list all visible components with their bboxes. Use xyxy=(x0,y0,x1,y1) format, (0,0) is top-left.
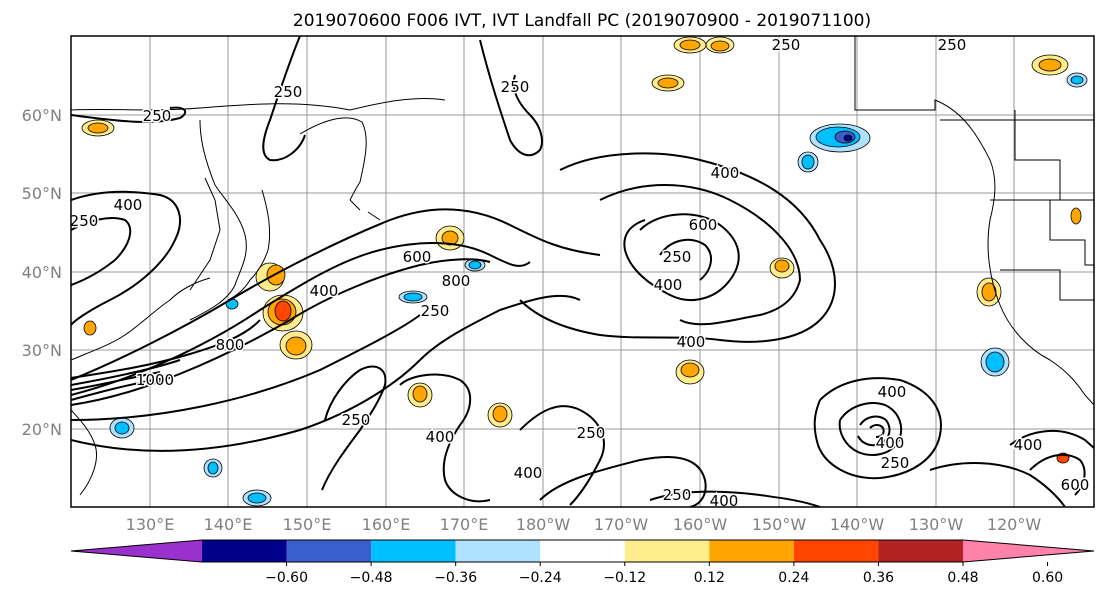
colorbar-tick-label: −0.12 xyxy=(603,570,646,586)
lon-label: 160°W xyxy=(673,515,728,534)
colorbar-tick-label: 0.12 xyxy=(694,570,725,586)
latitude-labels: 60°N 50°N 40°N 30°N 20°N xyxy=(22,106,62,439)
contour-label: 400 xyxy=(711,164,740,182)
contour-label: 400 xyxy=(878,383,907,401)
lon-label: 150°W xyxy=(752,515,807,534)
colorbar-tick-label: −0.48 xyxy=(350,570,393,586)
colorbar-tick-label: 0.60 xyxy=(1032,570,1063,586)
colorbar-segment xyxy=(878,540,963,562)
contour-label: 250 xyxy=(663,248,692,266)
colorbar-segment xyxy=(202,540,287,562)
map-panel: 250 250 250 250 250 250 250 250 250 250 … xyxy=(70,35,1095,510)
lat-label: 50°N xyxy=(22,184,62,203)
lon-label: 170°W xyxy=(594,515,649,534)
colorbar-segment xyxy=(455,540,541,562)
colorbar-segment xyxy=(371,540,456,562)
lat-label: 60°N xyxy=(22,106,62,125)
contour-label: 400 xyxy=(710,492,739,510)
colorbar-segment xyxy=(793,540,879,562)
contour-label: 250 xyxy=(274,83,303,101)
contour-label: 250 xyxy=(577,424,606,442)
contour-label: 250 xyxy=(501,78,530,96)
colorbar-tick-label: −0.60 xyxy=(265,570,308,586)
lon-label: 180°W xyxy=(516,515,571,534)
lon-label: 130°W xyxy=(909,515,964,534)
figure-title: 2019070600 F006 IVT, IVT Landfall PC (20… xyxy=(293,11,871,31)
colorbar-segment xyxy=(624,540,710,562)
contour-label: 400 xyxy=(310,282,339,300)
contour-label: 250 xyxy=(421,302,450,320)
colorbar-segment xyxy=(709,540,794,562)
contour-label: 800 xyxy=(216,336,245,354)
contour-label: 400 xyxy=(114,196,143,214)
contour-label: 400 xyxy=(514,464,543,482)
lon-label: 150°E xyxy=(283,515,332,534)
contour-label: 250 xyxy=(663,486,692,504)
contour-label: 800 xyxy=(442,272,471,290)
colorbar-ticks: −0.60 −0.48 −0.36 −0.24 −0.12 0.12 0.24 0.36 0.4… xyxy=(265,562,1063,586)
lon-label: 120°W xyxy=(987,515,1042,534)
colorbar-segment xyxy=(540,540,625,562)
colorbar-tick-label: 0.48 xyxy=(947,570,978,586)
contour-label: 600 xyxy=(403,248,432,266)
colorbar-tick-label: 0.24 xyxy=(778,570,809,586)
ivt-contour-labels: 250 250 250 250 250 250 250 250 250 250 … xyxy=(70,36,1091,510)
colorbar-extend-low xyxy=(71,540,202,562)
contour-label: 1000 xyxy=(136,371,174,389)
colorbar: −0.60 −0.48 −0.36 −0.24 −0.12 0.12 0.24 0.36 0.4… xyxy=(70,539,1095,586)
contour-label: 250 xyxy=(772,36,801,54)
contour-label: 250 xyxy=(342,411,371,429)
contour-label: 400 xyxy=(1014,436,1043,454)
contour-label: 400 xyxy=(654,276,683,294)
contour-label: 400 xyxy=(677,333,706,351)
contour-label: 400 xyxy=(426,428,455,446)
contour-label: 600 xyxy=(689,216,718,234)
colorbar-tick-label: 0.36 xyxy=(863,570,894,586)
contour-label: 250 xyxy=(938,36,967,54)
contour-label: 400 xyxy=(876,434,905,452)
lat-label: 20°N xyxy=(22,420,62,439)
ivt-contours xyxy=(71,36,1094,507)
negative-pc-patches xyxy=(109,72,1088,507)
contour-label: 250 xyxy=(881,454,910,472)
lon-label: 140°W xyxy=(830,515,885,534)
lat-label: 30°N xyxy=(22,341,62,360)
colorbar-tick-label: −0.36 xyxy=(434,570,477,586)
colorbar-tick-label: −0.24 xyxy=(519,570,562,586)
lat-label: 40°N xyxy=(22,263,62,282)
colorbar-segment xyxy=(286,540,372,562)
graticule xyxy=(71,36,1094,507)
longitude-labels: 130°E 140°E 150°E 160°E 170°E 180°W 170°… xyxy=(126,515,1042,534)
contour-label: 250 xyxy=(70,212,99,230)
lon-label: 170°E xyxy=(440,515,489,534)
colorbar-outline xyxy=(70,539,1095,563)
colorbar-segments xyxy=(70,539,1095,563)
map-frame xyxy=(70,35,1095,508)
contour-label: 250 xyxy=(143,107,172,125)
lon-label: 140°E xyxy=(204,515,253,534)
colorbar-extend-high xyxy=(963,540,1094,562)
lon-label: 160°E xyxy=(362,515,411,534)
contour-label: 600 xyxy=(1061,476,1090,494)
lon-label: 130°E xyxy=(126,515,175,534)
